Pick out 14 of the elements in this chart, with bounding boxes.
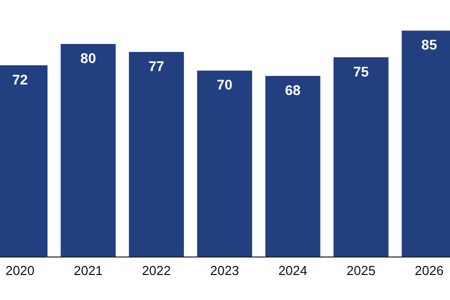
x-tick-label: 2024 (278, 263, 308, 278)
data-label: 80 (80, 50, 96, 66)
x-tick-label: 2021 (74, 263, 103, 278)
data-label: 75 (353, 63, 369, 80)
x-tick-label: 2023 (210, 263, 240, 278)
data-label: 85 (421, 36, 438, 53)
x-tick-label: 2025 (346, 263, 376, 278)
data-label: 70 (216, 76, 233, 93)
data-label: 68 (285, 82, 301, 98)
x-tick-label: 2022 (142, 263, 171, 278)
data-label: 77 (148, 58, 164, 74)
x-tick-label: 2020 (6, 263, 34, 278)
data-label: 72 (12, 71, 28, 88)
x-tick-label: 2026 (414, 263, 444, 278)
